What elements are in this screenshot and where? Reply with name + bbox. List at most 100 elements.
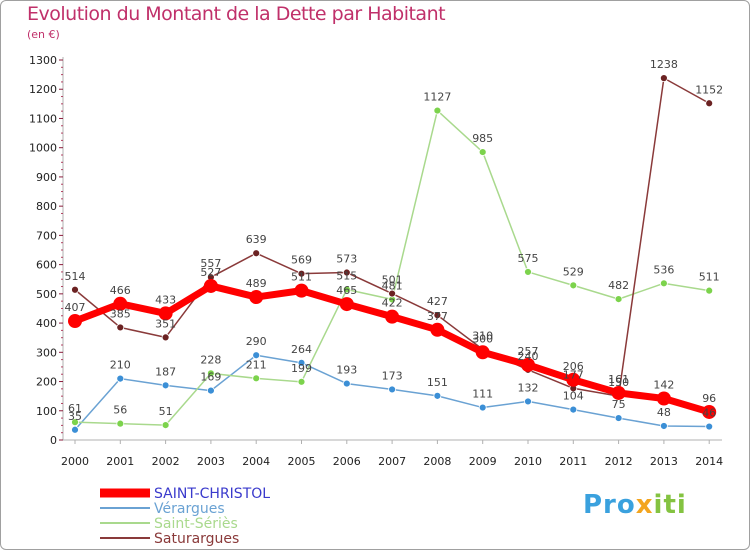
data-point	[433, 311, 442, 320]
data-point	[113, 296, 128, 311]
data-point	[71, 418, 79, 427]
chart-title: Evolution du Montant de la Dette par Hab…	[27, 3, 446, 25]
data-label: 310	[472, 329, 493, 342]
data-label: 75	[612, 398, 626, 411]
data-label: 569	[291, 254, 312, 267]
series-lines	[68, 74, 717, 434]
data-point	[705, 99, 714, 108]
y-tick-label: 300	[36, 346, 57, 359]
legend-label: Saint-Sériès	[154, 516, 238, 532]
data-point	[339, 297, 354, 312]
y-tick-label: 1000	[29, 142, 57, 155]
data-point	[478, 403, 487, 412]
data-label: 96	[702, 392, 716, 405]
data-label: 169	[200, 371, 221, 384]
data-point	[611, 385, 626, 400]
y-tick-label: 200	[36, 376, 57, 389]
data-label: 427	[427, 295, 448, 308]
data-point	[478, 148, 487, 156]
data-label: 433	[155, 293, 176, 306]
data-label: 501	[382, 274, 403, 287]
data-point	[252, 351, 261, 360]
data-point	[158, 306, 173, 321]
data-label: 527	[200, 266, 221, 279]
data-point	[614, 295, 623, 304]
x-tick-label: 2014	[695, 455, 723, 468]
data-label: 557	[200, 257, 221, 270]
data-label: 161	[608, 373, 629, 386]
data-label: 56	[113, 404, 127, 417]
data-label: 482	[608, 279, 629, 292]
data-point	[569, 281, 578, 290]
y-tick-label: 400	[36, 317, 57, 330]
data-point	[433, 106, 442, 115]
data-point	[705, 422, 714, 431]
data-label: 151	[427, 376, 448, 389]
y-tick-label: 600	[36, 259, 57, 272]
data-point	[206, 386, 215, 395]
legend: SAINT-CHRISTOLVérarguesSaint-SérièsSatur…	[100, 486, 270, 547]
axes: 0 100 200 300 400 500 600 700 800 900 1000 1100 1200…	[29, 54, 723, 468]
data-label: 422	[382, 297, 403, 310]
data-label: 193	[336, 364, 357, 377]
data-point	[433, 391, 442, 400]
data-label: 481	[382, 279, 403, 292]
data-point	[524, 397, 532, 406]
data-point	[660, 279, 668, 288]
data-label: 257	[518, 345, 539, 358]
data-label: 111	[472, 388, 493, 401]
data-point	[294, 283, 309, 298]
data-label: 985	[472, 132, 493, 145]
data-label: 199	[291, 362, 312, 375]
x-tick-label: 2003	[197, 455, 225, 468]
data-point	[161, 421, 170, 429]
data-point	[203, 278, 218, 293]
data-label: 1127	[423, 91, 451, 104]
y-tick-label: 900	[36, 171, 57, 184]
data-point	[569, 405, 578, 414]
data-label: 1238	[650, 58, 678, 71]
data-point	[524, 268, 532, 276]
data-label: 228	[200, 353, 221, 366]
x-tick-label: 2001	[106, 455, 134, 468]
data-label: 187	[155, 365, 176, 378]
x-tick-label: 2007	[378, 455, 406, 468]
data-point	[566, 372, 581, 387]
data-label: 142	[653, 378, 674, 391]
data-label: 264	[291, 343, 312, 356]
y-tick-label: 700	[36, 229, 57, 242]
x-tick-label: 2009	[469, 455, 497, 468]
data-label: 240	[518, 350, 539, 363]
data-point	[252, 249, 261, 258]
data-point	[521, 357, 535, 372]
data-point	[342, 285, 351, 294]
data-point	[660, 74, 668, 83]
data-label: 377	[427, 310, 448, 323]
data-point	[116, 323, 125, 332]
data-point	[297, 358, 306, 367]
data-label: 210	[110, 359, 131, 372]
data-point	[614, 414, 623, 422]
data-point	[116, 374, 125, 383]
data-label: 515	[336, 269, 357, 282]
data-label: 351	[155, 317, 176, 330]
data-point	[705, 286, 714, 295]
data-label: 514	[65, 270, 86, 283]
data-point	[297, 269, 306, 278]
data-point	[297, 377, 306, 386]
x-tick-label: 2005	[288, 455, 316, 468]
x-tick-label: 2000	[61, 455, 89, 468]
data-label: 211	[246, 358, 267, 371]
x-tick-label: 2006	[333, 455, 361, 468]
data-label: 385	[110, 307, 131, 320]
x-tick-label: 2008	[423, 455, 451, 468]
data-point	[430, 322, 445, 337]
proxiti-logo: Proxiti	[583, 490, 687, 520]
data-label: 300	[472, 332, 493, 345]
data-label: 51	[159, 405, 173, 418]
data-point	[385, 309, 400, 324]
data-label: 206	[563, 360, 584, 373]
data-label: 290	[246, 335, 267, 348]
